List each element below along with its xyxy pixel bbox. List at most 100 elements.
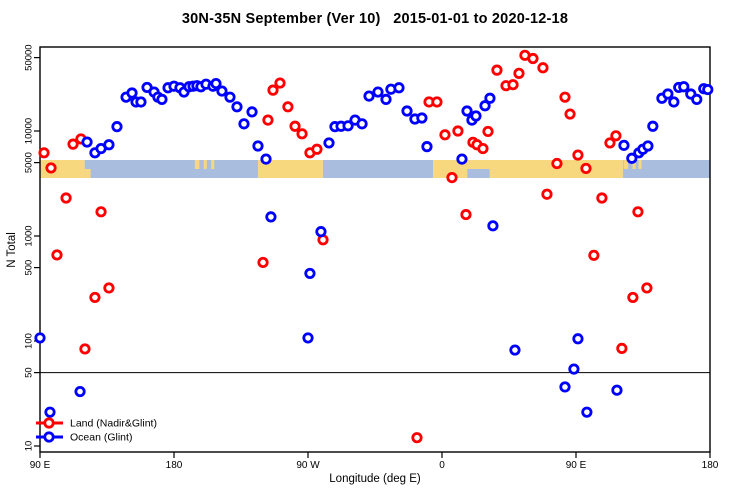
ocean-point: [611, 384, 623, 396]
ocean-point: [572, 333, 584, 345]
land-point: [311, 143, 323, 155]
ocean-point: [559, 381, 571, 393]
y-tick-label: 500: [24, 260, 35, 276]
land-point: [282, 101, 294, 113]
land-point: [67, 138, 79, 150]
land-point: [95, 206, 107, 218]
ocean-point: [662, 88, 674, 100]
ocean-point: [302, 332, 314, 344]
map-strip-ocean-segment: [84, 160, 259, 178]
land-point: [564, 108, 576, 120]
map-strip-ocean-detail: [467, 169, 490, 178]
land-point: [527, 52, 539, 65]
ocean-point: [156, 93, 168, 105]
ocean-point: [135, 96, 147, 108]
ocean-point: [372, 86, 384, 98]
land-point: [267, 84, 279, 96]
land-point: [411, 432, 423, 444]
y-tick-label: 50: [24, 367, 35, 378]
ocean-point: [393, 82, 405, 94]
map-strip-land-segment: [258, 160, 323, 178]
ocean-point: [401, 105, 413, 117]
y-tick-label: 50000: [24, 44, 35, 70]
ocean-point: [356, 118, 368, 130]
map-strip-ocean-segment: [322, 160, 434, 178]
ocean-point: [315, 226, 327, 238]
ocean-point: [81, 136, 93, 148]
land-point: [551, 157, 563, 170]
x-tick-label: 180: [702, 460, 719, 471]
land-point: [103, 282, 115, 294]
land-point: [627, 291, 639, 304]
ocean-point: [461, 105, 473, 117]
plot-border: [39, 46, 711, 453]
land-point: [51, 249, 63, 261]
ocean-point: [74, 385, 86, 398]
ocean-point: [581, 406, 593, 418]
ocean-point: [34, 332, 46, 344]
ocean-point: [678, 81, 690, 93]
ocean-point: [252, 140, 264, 152]
x-axis-title: Longitude (deg E): [329, 473, 421, 485]
ocean-point: [323, 137, 335, 149]
land-point: [289, 120, 301, 132]
land-point: [604, 137, 616, 149]
x-tick-label: 90 E: [30, 460, 51, 471]
ocean-point: [456, 153, 468, 165]
ocean-point: [691, 93, 703, 105]
x-tick-label: 90 E: [566, 460, 587, 471]
ocean-point: [126, 87, 138, 99]
land-point: [616, 342, 628, 355]
ocean-point: [342, 120, 354, 132]
ocean-point: [647, 120, 659, 132]
y-tick-label: 10: [24, 441, 35, 452]
land-point: [580, 162, 592, 175]
map-strip-land-detail: [84, 169, 91, 178]
land-point: [507, 79, 519, 91]
land-point: [596, 192, 608, 204]
map-strip-land-detail: [194, 160, 200, 169]
land-point: [477, 142, 489, 155]
x-tick-label: 90 W: [296, 460, 320, 471]
y-tick-label: 5000: [24, 152, 35, 173]
ocean-point: [224, 91, 236, 103]
land-point: [452, 125, 464, 137]
map-strip-land-detail: [623, 160, 629, 169]
land-point: [482, 125, 494, 138]
land-point: [559, 91, 571, 103]
map-strip-land-detail: [211, 160, 215, 169]
ocean-point: [44, 406, 56, 418]
land-point: [641, 282, 653, 294]
land-point: [38, 147, 50, 159]
y-tick-label: 1000: [24, 225, 35, 246]
legend-marker-ocean: [43, 431, 55, 443]
ocean-point: [260, 153, 272, 165]
map-strip-ocean-segment: [622, 160, 710, 178]
ocean-point: [246, 106, 258, 118]
land-point: [60, 192, 72, 204]
ocean-point: [111, 121, 123, 133]
legend-label-land: Land (Nadir&Glint): [70, 418, 157, 430]
ocean-point: [626, 152, 638, 164]
x-tick-label: 0: [439, 460, 445, 471]
ocean-point: [304, 267, 316, 280]
ocean-point: [238, 118, 250, 130]
land-point: [431, 96, 443, 108]
land-point: [439, 129, 451, 141]
ocean-point: [210, 77, 222, 90]
land-point: [262, 114, 274, 126]
chart-title: 30N-35N September (Ver 10) 2015-01-01 to…: [181, 11, 569, 27]
land-point: [632, 206, 644, 218]
map-strip-land-detail: [203, 160, 207, 169]
legend-marker-land: [43, 417, 55, 429]
ocean-point: [363, 90, 375, 102]
land-point: [541, 188, 553, 200]
land-point: [572, 149, 584, 161]
land-point: [257, 256, 269, 269]
land-point: [274, 77, 286, 89]
land-point: [588, 249, 600, 261]
land-point: [513, 67, 525, 79]
land-point: [537, 62, 549, 74]
land-point: [446, 171, 458, 184]
